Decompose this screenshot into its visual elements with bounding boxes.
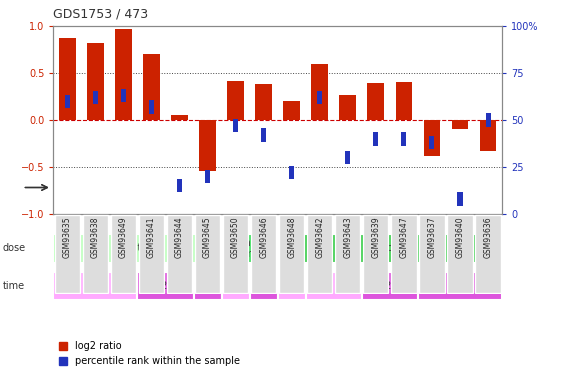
- Text: 12 h: 12 h: [155, 281, 176, 291]
- FancyBboxPatch shape: [362, 272, 418, 300]
- Text: 2 h: 2 h: [326, 281, 342, 291]
- Text: GSM93646: GSM93646: [259, 216, 268, 258]
- FancyBboxPatch shape: [335, 215, 361, 293]
- Bar: [171, 116, 188, 120]
- Bar: [59, 38, 76, 120]
- Bar: [233, 119, 238, 132]
- Bar: [373, 132, 378, 146]
- Text: GSM93645: GSM93645: [203, 216, 212, 258]
- Text: control: control: [121, 243, 154, 254]
- FancyBboxPatch shape: [167, 215, 192, 293]
- Text: GSM93639: GSM93639: [371, 216, 380, 258]
- Text: GSM93641: GSM93641: [147, 216, 156, 258]
- FancyBboxPatch shape: [223, 215, 248, 293]
- Bar: [199, 120, 216, 171]
- FancyBboxPatch shape: [137, 272, 194, 300]
- Text: GSM93640: GSM93640: [456, 216, 465, 258]
- Bar: [283, 101, 300, 120]
- Text: GSM93635: GSM93635: [63, 216, 72, 258]
- FancyBboxPatch shape: [53, 234, 222, 263]
- Text: GSM93650: GSM93650: [231, 216, 240, 258]
- FancyBboxPatch shape: [194, 272, 222, 300]
- FancyBboxPatch shape: [306, 272, 362, 300]
- FancyBboxPatch shape: [307, 215, 332, 293]
- Bar: [367, 82, 384, 120]
- FancyBboxPatch shape: [139, 215, 164, 293]
- FancyBboxPatch shape: [364, 215, 388, 293]
- FancyBboxPatch shape: [53, 272, 137, 300]
- Bar: [457, 192, 462, 206]
- FancyBboxPatch shape: [250, 272, 278, 300]
- Text: GSM93637: GSM93637: [427, 216, 436, 258]
- Bar: [339, 95, 356, 120]
- Bar: [480, 120, 496, 151]
- Text: GSM93644: GSM93644: [175, 216, 184, 258]
- Bar: [261, 128, 266, 142]
- Text: 0 h: 0 h: [88, 281, 103, 291]
- Text: 12 h: 12 h: [253, 281, 274, 291]
- Text: GSM93648: GSM93648: [287, 216, 296, 258]
- Bar: [255, 84, 272, 120]
- Text: GSM93636: GSM93636: [484, 216, 493, 258]
- Bar: [149, 100, 154, 114]
- Text: 2 h: 2 h: [228, 281, 243, 291]
- Bar: [205, 170, 210, 183]
- Bar: [424, 120, 440, 156]
- FancyBboxPatch shape: [392, 215, 416, 293]
- FancyBboxPatch shape: [83, 215, 108, 293]
- Text: dose: dose: [3, 243, 26, 254]
- FancyBboxPatch shape: [448, 215, 472, 293]
- Text: GDS1753 / 473: GDS1753 / 473: [53, 8, 149, 21]
- FancyBboxPatch shape: [476, 215, 501, 293]
- Bar: [318, 91, 322, 104]
- Bar: [485, 113, 490, 127]
- FancyBboxPatch shape: [251, 215, 276, 293]
- Bar: [345, 151, 350, 164]
- Bar: [93, 91, 98, 104]
- Text: 100 ng per
ml: 100 ng per ml: [223, 238, 276, 259]
- Text: GSM93647: GSM93647: [399, 216, 408, 258]
- FancyBboxPatch shape: [418, 272, 502, 300]
- Bar: [177, 179, 182, 192]
- Bar: [121, 89, 126, 102]
- FancyBboxPatch shape: [278, 234, 502, 263]
- Legend: log2 ratio, percentile rank within the sample: log2 ratio, percentile rank within the s…: [56, 338, 243, 370]
- Bar: [65, 94, 70, 108]
- FancyBboxPatch shape: [195, 215, 220, 293]
- Bar: [430, 136, 434, 149]
- Text: GSM93638: GSM93638: [91, 216, 100, 258]
- Bar: [143, 54, 160, 120]
- FancyBboxPatch shape: [55, 215, 80, 293]
- Bar: [289, 166, 294, 179]
- Text: 24 h: 24 h: [197, 281, 218, 291]
- FancyBboxPatch shape: [222, 272, 250, 300]
- Bar: [115, 29, 132, 120]
- Bar: [452, 120, 468, 129]
- Text: GSM93643: GSM93643: [343, 216, 352, 258]
- Bar: [227, 81, 244, 120]
- Text: 24 h: 24 h: [449, 281, 471, 291]
- Text: GSM93649: GSM93649: [119, 216, 128, 258]
- Bar: [401, 132, 406, 146]
- Bar: [87, 43, 104, 120]
- FancyBboxPatch shape: [222, 234, 278, 263]
- FancyBboxPatch shape: [111, 215, 136, 293]
- Text: 0.5 h: 0.5 h: [279, 281, 304, 291]
- Text: 12 h: 12 h: [379, 281, 401, 291]
- FancyBboxPatch shape: [278, 272, 306, 300]
- FancyBboxPatch shape: [279, 215, 304, 293]
- Text: time: time: [3, 281, 25, 291]
- Text: 1 ug per ml: 1 ug per ml: [362, 243, 418, 254]
- FancyBboxPatch shape: [420, 215, 444, 293]
- Text: GSM93642: GSM93642: [315, 216, 324, 258]
- Bar: [396, 82, 412, 120]
- Bar: [311, 64, 328, 120]
